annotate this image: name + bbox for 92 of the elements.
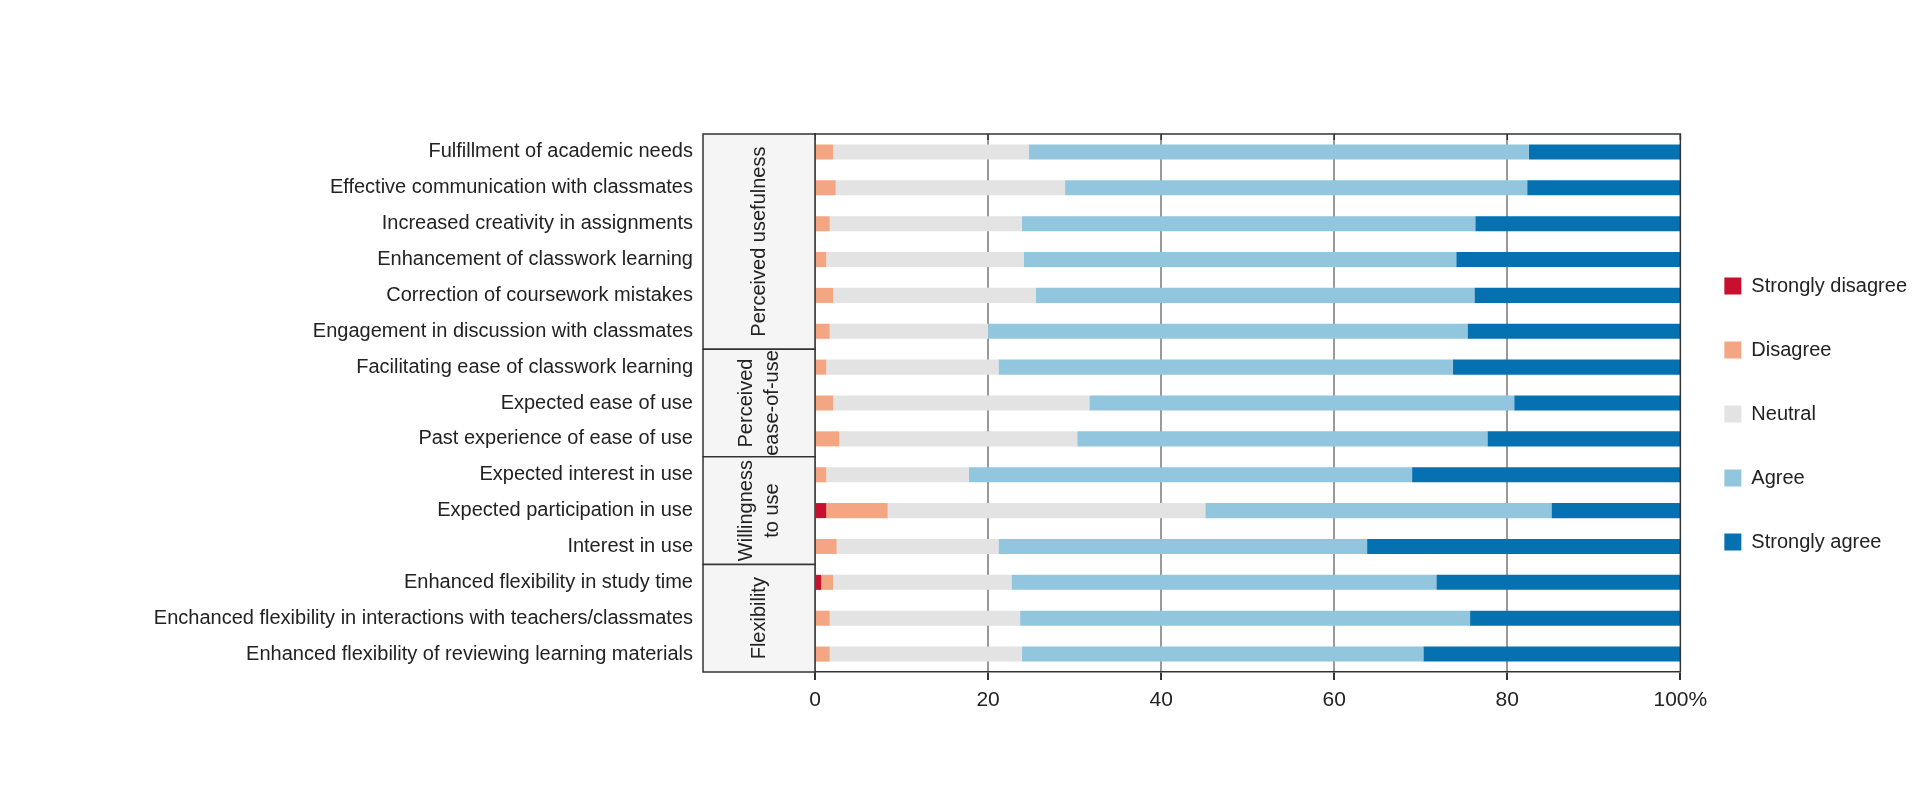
y-tick-label: Effective communication with classmates	[329, 175, 693, 198]
text: Perceived usefulness	[746, 146, 769, 337]
legend-label: Disagree	[1751, 337, 1832, 360]
bar	[816, 431, 840, 447]
bar	[1452, 359, 1681, 375]
y-tick-label: Expected ease of use	[500, 390, 693, 413]
bar	[833, 574, 1012, 590]
bar	[826, 503, 888, 519]
bar	[833, 144, 1029, 160]
bar	[1367, 538, 1681, 554]
bar	[1035, 287, 1475, 303]
legend-label: Neutral	[1751, 401, 1816, 424]
bar	[998, 359, 1453, 375]
bar	[821, 574, 834, 590]
legend-label: Strongly disagree	[1751, 273, 1908, 296]
bar	[1474, 287, 1681, 303]
bar	[816, 467, 827, 483]
bar	[826, 467, 970, 483]
bar	[1527, 180, 1681, 196]
bar	[816, 216, 830, 232]
bar	[1487, 431, 1681, 447]
y-tick-label: Correction of coursework mistakes	[386, 282, 693, 305]
bar	[988, 323, 1468, 339]
y-tick-label: Expected interest in use	[479, 462, 693, 485]
bar	[816, 144, 834, 160]
y-tick-label: Interest in use	[567, 533, 693, 556]
bar	[1065, 180, 1528, 196]
bar	[1475, 216, 1681, 232]
y-tick-label: Enchanced flexibility in interactions with teachers/classmates	[153, 605, 693, 628]
bar	[998, 538, 1368, 554]
y-tick-label: Facilitating ease of classwork learning	[356, 354, 693, 377]
bar	[816, 180, 836, 196]
bar	[829, 216, 1022, 232]
bar	[839, 431, 1078, 447]
x-tick-label: 80	[1495, 687, 1519, 711]
y-tick-label: Past experience of ease of use	[418, 426, 693, 449]
bar	[1021, 216, 1476, 232]
bar	[816, 395, 834, 411]
bar	[829, 646, 1022, 662]
bar	[816, 610, 830, 626]
bar	[1467, 323, 1681, 339]
y-tick-label: Enhancement of classwork learning	[377, 247, 693, 270]
text: Flexibility	[746, 577, 769, 660]
x-tick-label: 0	[809, 687, 821, 711]
bar	[836, 538, 999, 554]
bar	[1011, 574, 1437, 590]
x-tick-label: 60	[1322, 687, 1346, 711]
bar	[816, 323, 830, 339]
x-tick-label: 20	[976, 687, 1000, 711]
bar	[1028, 144, 1529, 160]
bar	[1423, 646, 1681, 662]
x-tick-label: 40	[1149, 687, 1173, 711]
y-tick-label: Fulfillment of academic needs	[428, 139, 693, 162]
bar	[826, 359, 999, 375]
x-tick-label: 100%	[1653, 687, 1708, 711]
y-tick-label: Enhanced flexibility of reviewing learning materials	[246, 641, 693, 664]
bar	[1020, 610, 1471, 626]
bar	[1436, 574, 1681, 590]
bar	[833, 287, 1036, 303]
bar	[816, 503, 827, 519]
bar	[816, 252, 827, 268]
bar	[1021, 646, 1424, 662]
legend-label: Agree	[1751, 465, 1805, 488]
bar	[829, 610, 1021, 626]
y-tick-label: Enhanced flexibility in study time	[403, 569, 693, 592]
bar	[816, 538, 837, 554]
bar	[816, 574, 822, 590]
bar	[1089, 395, 1515, 411]
bar	[1023, 252, 1457, 268]
text: Perceived ease-of-use	[733, 350, 782, 456]
bar	[816, 287, 834, 303]
bar	[1551, 503, 1681, 519]
bar	[1077, 431, 1488, 447]
y-tick-label: Engagement in discussion with classmates	[312, 318, 693, 341]
bar	[1470, 610, 1681, 626]
bar	[887, 503, 1206, 519]
text: Willingness to use	[733, 460, 782, 562]
bar	[1412, 467, 1681, 483]
legend-label: Strongly agree	[1751, 529, 1882, 552]
bar	[1514, 395, 1681, 411]
bar	[829, 323, 989, 339]
bar	[816, 359, 827, 375]
bar	[826, 252, 1024, 268]
bar	[1456, 252, 1681, 268]
bar	[816, 646, 830, 662]
bar	[969, 467, 1413, 483]
bar	[835, 180, 1066, 196]
bar	[833, 395, 1090, 411]
y-tick-label: Increased creativity in assignments	[381, 211, 693, 234]
bar	[1528, 144, 1681, 160]
bar	[1205, 503, 1552, 519]
y-tick-label: Expected participation in use	[437, 498, 693, 521]
